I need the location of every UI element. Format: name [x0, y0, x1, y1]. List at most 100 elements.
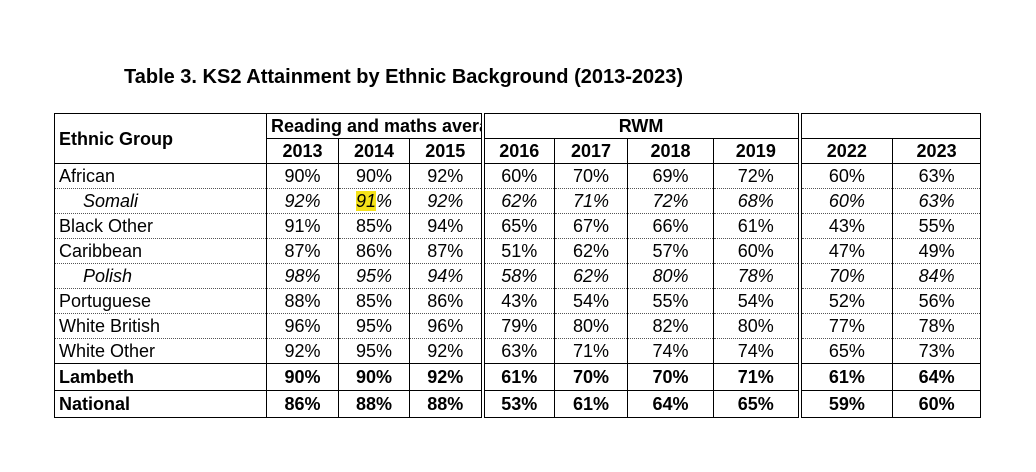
header-row-groups: Ethnic Group Reading and maths average R…	[54, 113, 982, 164]
table-cell: 71%	[554, 338, 629, 364]
table-cell: 90%	[338, 163, 410, 189]
table-row: National 86% 88% 88% 53% 61% 64% 65% 59% 60%	[54, 390, 982, 418]
row-label: White Other	[54, 338, 267, 364]
table-cell: 77%	[799, 313, 894, 339]
table-cell: 96%	[266, 313, 339, 339]
table-cell: 90%	[338, 363, 410, 391]
table-cell: 95%	[338, 263, 410, 289]
header-row-years: 2013 2014 2015 2016 2017 2018 2019 2022 2023	[55, 138, 982, 164]
table-cell: 87%	[408, 238, 485, 264]
year-header-2018: 2018	[627, 138, 715, 164]
table-cell: 71%	[554, 188, 629, 214]
row-label: Somali	[54, 188, 267, 214]
table-cell: 73%	[892, 338, 982, 364]
year-header-2019: 2019	[713, 138, 802, 164]
table-cell: 88%	[266, 288, 339, 314]
table-cell: 60%	[799, 163, 894, 189]
table-cell: 63%	[892, 188, 982, 214]
table-cell: 70%	[627, 363, 715, 391]
table-cell: 53%	[482, 390, 556, 418]
table-cell: 96%	[408, 313, 485, 339]
table-cell: 54%	[713, 288, 802, 314]
table-cell: 74%	[713, 338, 802, 364]
table-cell: 62%	[554, 238, 629, 264]
attainment-table: Ethnic Group Reading and maths average R…	[54, 113, 982, 418]
table-cell: 63%	[892, 163, 982, 189]
row-label: African	[54, 163, 267, 189]
table-cell: 92%	[408, 163, 485, 189]
table-row: African 90% 90% 92% 60% 70% 69% 72% 60% 63%	[54, 163, 982, 189]
ethnic-group-header: Ethnic Group	[54, 113, 267, 164]
row-label: Black Other	[54, 213, 267, 239]
table-cell: 86%	[266, 390, 339, 418]
table-cell: 62%	[482, 188, 556, 214]
row-label: Portuguese	[54, 288, 267, 314]
highlighted-value: 91	[355, 191, 376, 211]
table-cell: 78%	[892, 313, 982, 339]
year-header-2015: 2015	[408, 138, 485, 164]
table-cell: 92%	[408, 338, 485, 364]
table-cell: 64%	[627, 390, 715, 418]
table-cell: 74%	[627, 338, 715, 364]
table-cell: 67%	[554, 213, 629, 239]
table-cell: 55%	[892, 213, 982, 239]
table-cell: 57%	[627, 238, 715, 264]
table-row: Black Other 91% 85% 94% 65% 67% 66% 61% 43% 55%	[54, 213, 982, 239]
table-cell: 66%	[627, 213, 715, 239]
year-header-2017: 2017	[554, 138, 629, 164]
table-cell: 59%	[799, 390, 894, 418]
table-cell: 70%	[554, 363, 629, 391]
table-cell: 69%	[627, 163, 715, 189]
table-cell: 80%	[627, 263, 715, 289]
table-row: Lambeth 90% 90% 92% 61% 70% 70% 71% 61% 64%	[54, 363, 982, 391]
table-cell: 87%	[266, 238, 339, 264]
table-cell: 60%	[892, 390, 982, 418]
table-cell: 86%	[338, 238, 410, 264]
table-cell: 98%	[266, 263, 339, 289]
table-cell: 70%	[554, 163, 629, 189]
table-cell: 95%	[338, 338, 410, 364]
table-cell: 70%	[799, 263, 894, 289]
table-cell: 61%	[554, 390, 629, 418]
year-header-2016: 2016	[482, 138, 556, 164]
table-cell: 47%	[799, 238, 894, 264]
table-cell: 92%	[266, 188, 339, 214]
table-cell: 85%	[338, 213, 410, 239]
table-cell: 54%	[554, 288, 629, 314]
table-cell: 84%	[892, 263, 982, 289]
table-cell: 94%	[408, 263, 485, 289]
year-header-2022: 2022	[799, 138, 894, 164]
rwm-header: RWM	[482, 113, 802, 139]
table-row: Portuguese 88% 85% 86% 43% 54% 55% 54% 52% 56%	[54, 288, 982, 314]
row-label: Polish	[54, 263, 267, 289]
table-cell: 71%	[713, 363, 802, 391]
table-cell: 94%	[408, 213, 485, 239]
table-cell: 92%	[408, 188, 485, 214]
table-cell: 43%	[482, 288, 556, 314]
table-cell: 92%	[266, 338, 339, 364]
table-title: Table 3. KS2 Attainment by Ethnic Backgr…	[124, 66, 684, 88]
table-cell: 64%	[892, 363, 982, 391]
table-cell: 80%	[554, 313, 629, 339]
table-row: Polish 98% 95% 94% 58% 62% 80% 78% 70% 84%	[54, 263, 982, 289]
table-cell: 60%	[713, 238, 802, 264]
table-cell: 95%	[338, 313, 410, 339]
table-cell: 58%	[482, 263, 556, 289]
table-cell: 56%	[892, 288, 982, 314]
table-row: White British 96% 95% 96% 79% 80% 82% 80% 77% 78%	[54, 313, 982, 339]
table-cell: 68%	[713, 188, 802, 214]
table-cell: 63%	[482, 338, 556, 364]
table-cell: 65%	[482, 213, 556, 239]
table-cell: 91%	[338, 188, 410, 214]
table-cell: 86%	[408, 288, 485, 314]
table-cell: 88%	[408, 390, 485, 418]
table-cell: 51%	[482, 238, 556, 264]
table-body: African 90% 90% 92% 60% 70% 69% 72% 60% 63% Somali…	[54, 163, 982, 418]
year-header-2014: 2014	[338, 138, 410, 164]
table-cell: 92%	[408, 363, 485, 391]
table-row: White Other 92% 95% 92% 63% 71% 74% 74% 65% 73%	[54, 338, 982, 364]
reading-maths-header: Reading and maths average	[265, 113, 485, 139]
table-cell: 62%	[554, 263, 629, 289]
table-cell: 60%	[799, 188, 894, 214]
table-cell: 43%	[799, 213, 894, 239]
